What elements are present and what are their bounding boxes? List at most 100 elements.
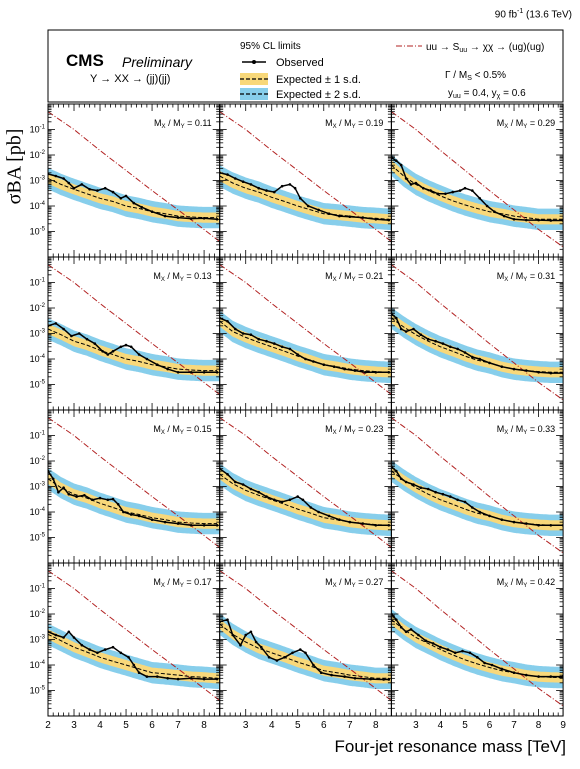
- expected-limit-line: [48, 178, 218, 219]
- observed-point: [434, 490, 437, 494]
- observed-point: [500, 365, 504, 369]
- observed-point: [309, 506, 313, 509]
- observed-point: [93, 342, 97, 345]
- observed-point: [145, 675, 149, 678]
- observed-point: [234, 327, 237, 331]
- observed-point: [85, 337, 89, 341]
- x-tick-label: 3: [71, 720, 77, 731]
- x-tick-label: 3: [413, 720, 419, 731]
- observed-point: [132, 201, 136, 205]
- observed-point: [239, 643, 242, 647]
- observed-point: [478, 510, 482, 514]
- y-tick-label: 10-1: [30, 584, 46, 594]
- observed-point: [461, 649, 464, 653]
- observed-point: [88, 648, 91, 651]
- observed-point: [525, 218, 528, 222]
- observed-point: [299, 197, 302, 200]
- observed-limit-line: [219, 317, 389, 374]
- y-tick-label: 10-2: [30, 150, 46, 160]
- observed-point: [387, 678, 391, 681]
- observed-point: [453, 651, 457, 655]
- observed-point: [404, 177, 408, 180]
- panel-plot-area: [219, 264, 392, 395]
- observed-point: [306, 204, 310, 208]
- observed-point: [414, 181, 418, 185]
- observed-point: [127, 656, 130, 659]
- y-tick-label: 10-3: [30, 635, 46, 645]
- observed-point: [80, 183, 84, 186]
- expected-1sd-band: [391, 313, 564, 378]
- observed-point: [111, 190, 115, 194]
- observed-point: [249, 630, 253, 634]
- observed-point: [67, 181, 71, 185]
- panel-plot-area: [219, 417, 392, 548]
- observed-point: [96, 189, 99, 192]
- observed-point: [399, 626, 403, 629]
- observed-point: [189, 524, 193, 527]
- observed-point: [280, 500, 284, 504]
- y-tick-label: 10-5: [30, 686, 46, 696]
- observed-point: [404, 630, 408, 634]
- observed-point: [419, 333, 423, 337]
- observed-point: [369, 677, 372, 681]
- observed-limit-line: [219, 618, 389, 681]
- observed-point: [156, 675, 159, 678]
- legend-observed-label: Observed: [276, 57, 324, 69]
- expected-1sd-band: [391, 160, 564, 225]
- observed-point: [77, 332, 81, 335]
- observed-point: [483, 661, 486, 665]
- observed-point: [476, 656, 479, 659]
- theory-curve: [48, 570, 220, 701]
- expected-2sd-band: [391, 460, 564, 536]
- observed-point: [244, 633, 247, 637]
- observed-point: [296, 353, 300, 356]
- observed-point: [189, 371, 193, 374]
- observed-point: [124, 343, 128, 347]
- observed-point: [75, 495, 78, 498]
- observed-point: [72, 636, 76, 639]
- observed-point: [463, 351, 467, 354]
- observed-point: [176, 216, 180, 219]
- observed-point: [54, 322, 58, 325]
- observed-point: [249, 183, 253, 186]
- y-tick-label: 10-5: [30, 380, 46, 390]
- observed-point: [478, 197, 482, 200]
- observed-point: [62, 177, 65, 180]
- expected-1sd-band: [219, 170, 392, 225]
- observed-point: [296, 495, 300, 498]
- observed-point: [234, 177, 237, 180]
- observed-point: [364, 371, 367, 374]
- observed-point: [458, 189, 462, 192]
- observed-point: [537, 371, 540, 374]
- observed-point: [417, 633, 420, 637]
- observed-point: [254, 640, 258, 644]
- observed-point: [176, 522, 180, 525]
- panel-plot-area: [219, 111, 392, 242]
- observed-point: [90, 498, 94, 502]
- observed-point: [537, 524, 540, 527]
- observed-point: [361, 522, 365, 525]
- observed-point: [119, 197, 123, 200]
- observed-point: [283, 656, 287, 659]
- theory-curve: [219, 264, 392, 395]
- observed-point: [412, 483, 415, 486]
- panel-0-29: [390, 103, 564, 258]
- observed-point: [353, 677, 357, 680]
- observed-point: [265, 189, 268, 192]
- observed-point: [338, 214, 341, 218]
- observed-point: [288, 183, 292, 186]
- expected-2sd-band: [391, 154, 564, 230]
- panel-ratio-label: MX / MY = 0.13: [153, 271, 211, 283]
- observed-point: [267, 656, 271, 659]
- observed-point: [399, 163, 403, 167]
- x-tick-label: 5: [462, 720, 468, 731]
- observed-point: [54, 633, 58, 637]
- observed-point: [478, 357, 482, 361]
- theory-curve: [391, 111, 564, 248]
- observed-point: [434, 339, 437, 343]
- observed-point: [404, 330, 408, 333]
- observed-point: [426, 337, 430, 341]
- observed-point: [436, 192, 440, 196]
- expected-2sd-band: [391, 608, 564, 689]
